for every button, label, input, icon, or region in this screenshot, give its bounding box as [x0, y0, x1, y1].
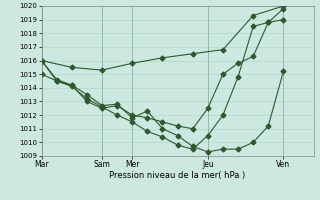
- X-axis label: Pression niveau de la mer( hPa ): Pression niveau de la mer( hPa ): [109, 171, 246, 180]
